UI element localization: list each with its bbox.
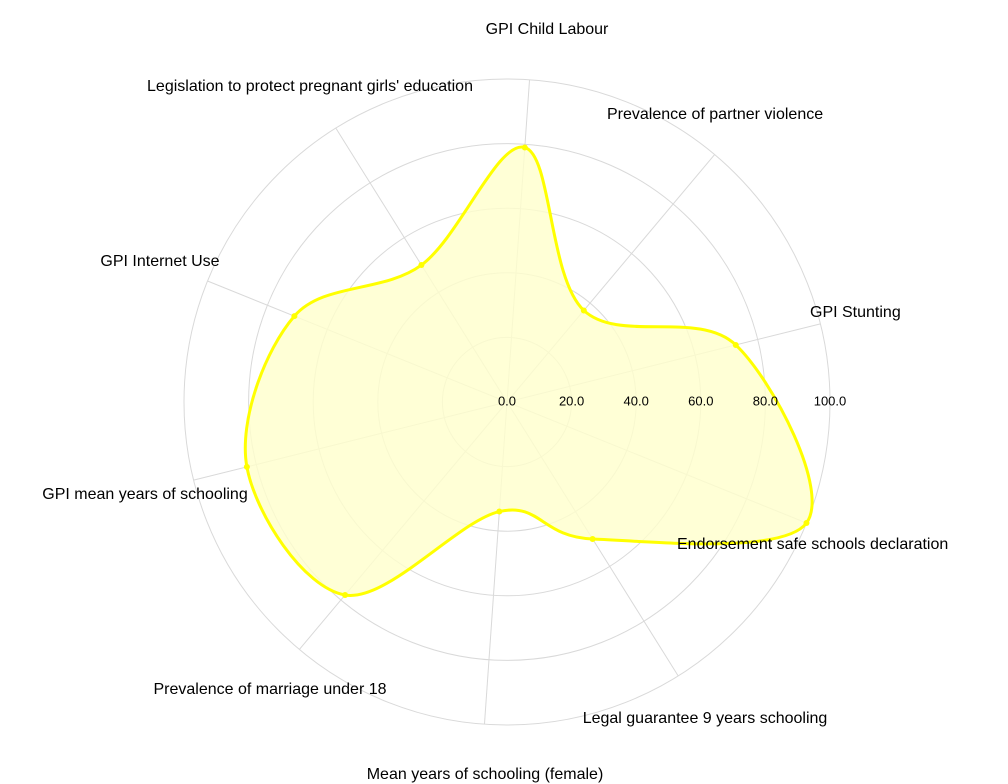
- tick-label: 100.0: [814, 393, 847, 408]
- tick-label: 0.0: [498, 393, 516, 408]
- radar-point: [496, 508, 503, 515]
- radar-point: [291, 313, 298, 320]
- axis-label: GPI mean years of schooling: [42, 486, 247, 503]
- radar-point: [521, 144, 528, 151]
- radar-point: [803, 519, 810, 526]
- axis-label: Mean years of schooling (female): [367, 766, 604, 783]
- radar-area: [243, 145, 814, 597]
- axis-label: GPI Child Labour: [486, 21, 609, 38]
- radar-point: [418, 262, 425, 269]
- axis-label: Legal guarantee 9 years schooling: [583, 710, 828, 727]
- grid-ring: [183, 78, 831, 726]
- axis-label: Endorsement safe schools declaration: [677, 536, 948, 553]
- axis-label: Legislation to protect pregnant girls' e…: [147, 78, 473, 95]
- tick-label: 20.0: [559, 393, 584, 408]
- axis-label: Prevalence of marriage under 18: [153, 681, 386, 698]
- radar-point: [589, 535, 596, 542]
- radar-point: [732, 341, 739, 348]
- axis-label: GPI Internet Use: [100, 253, 219, 270]
- tick-label: 80.0: [753, 393, 778, 408]
- tick-label: 40.0: [624, 393, 649, 408]
- radar-point: [580, 307, 587, 314]
- radar-point: [342, 591, 349, 598]
- radar-point: [243, 463, 250, 470]
- tick-label: 60.0: [688, 393, 713, 408]
- axis-label: Prevalence of partner violence: [607, 106, 823, 123]
- axis-label: GPI Stunting: [810, 304, 901, 321]
